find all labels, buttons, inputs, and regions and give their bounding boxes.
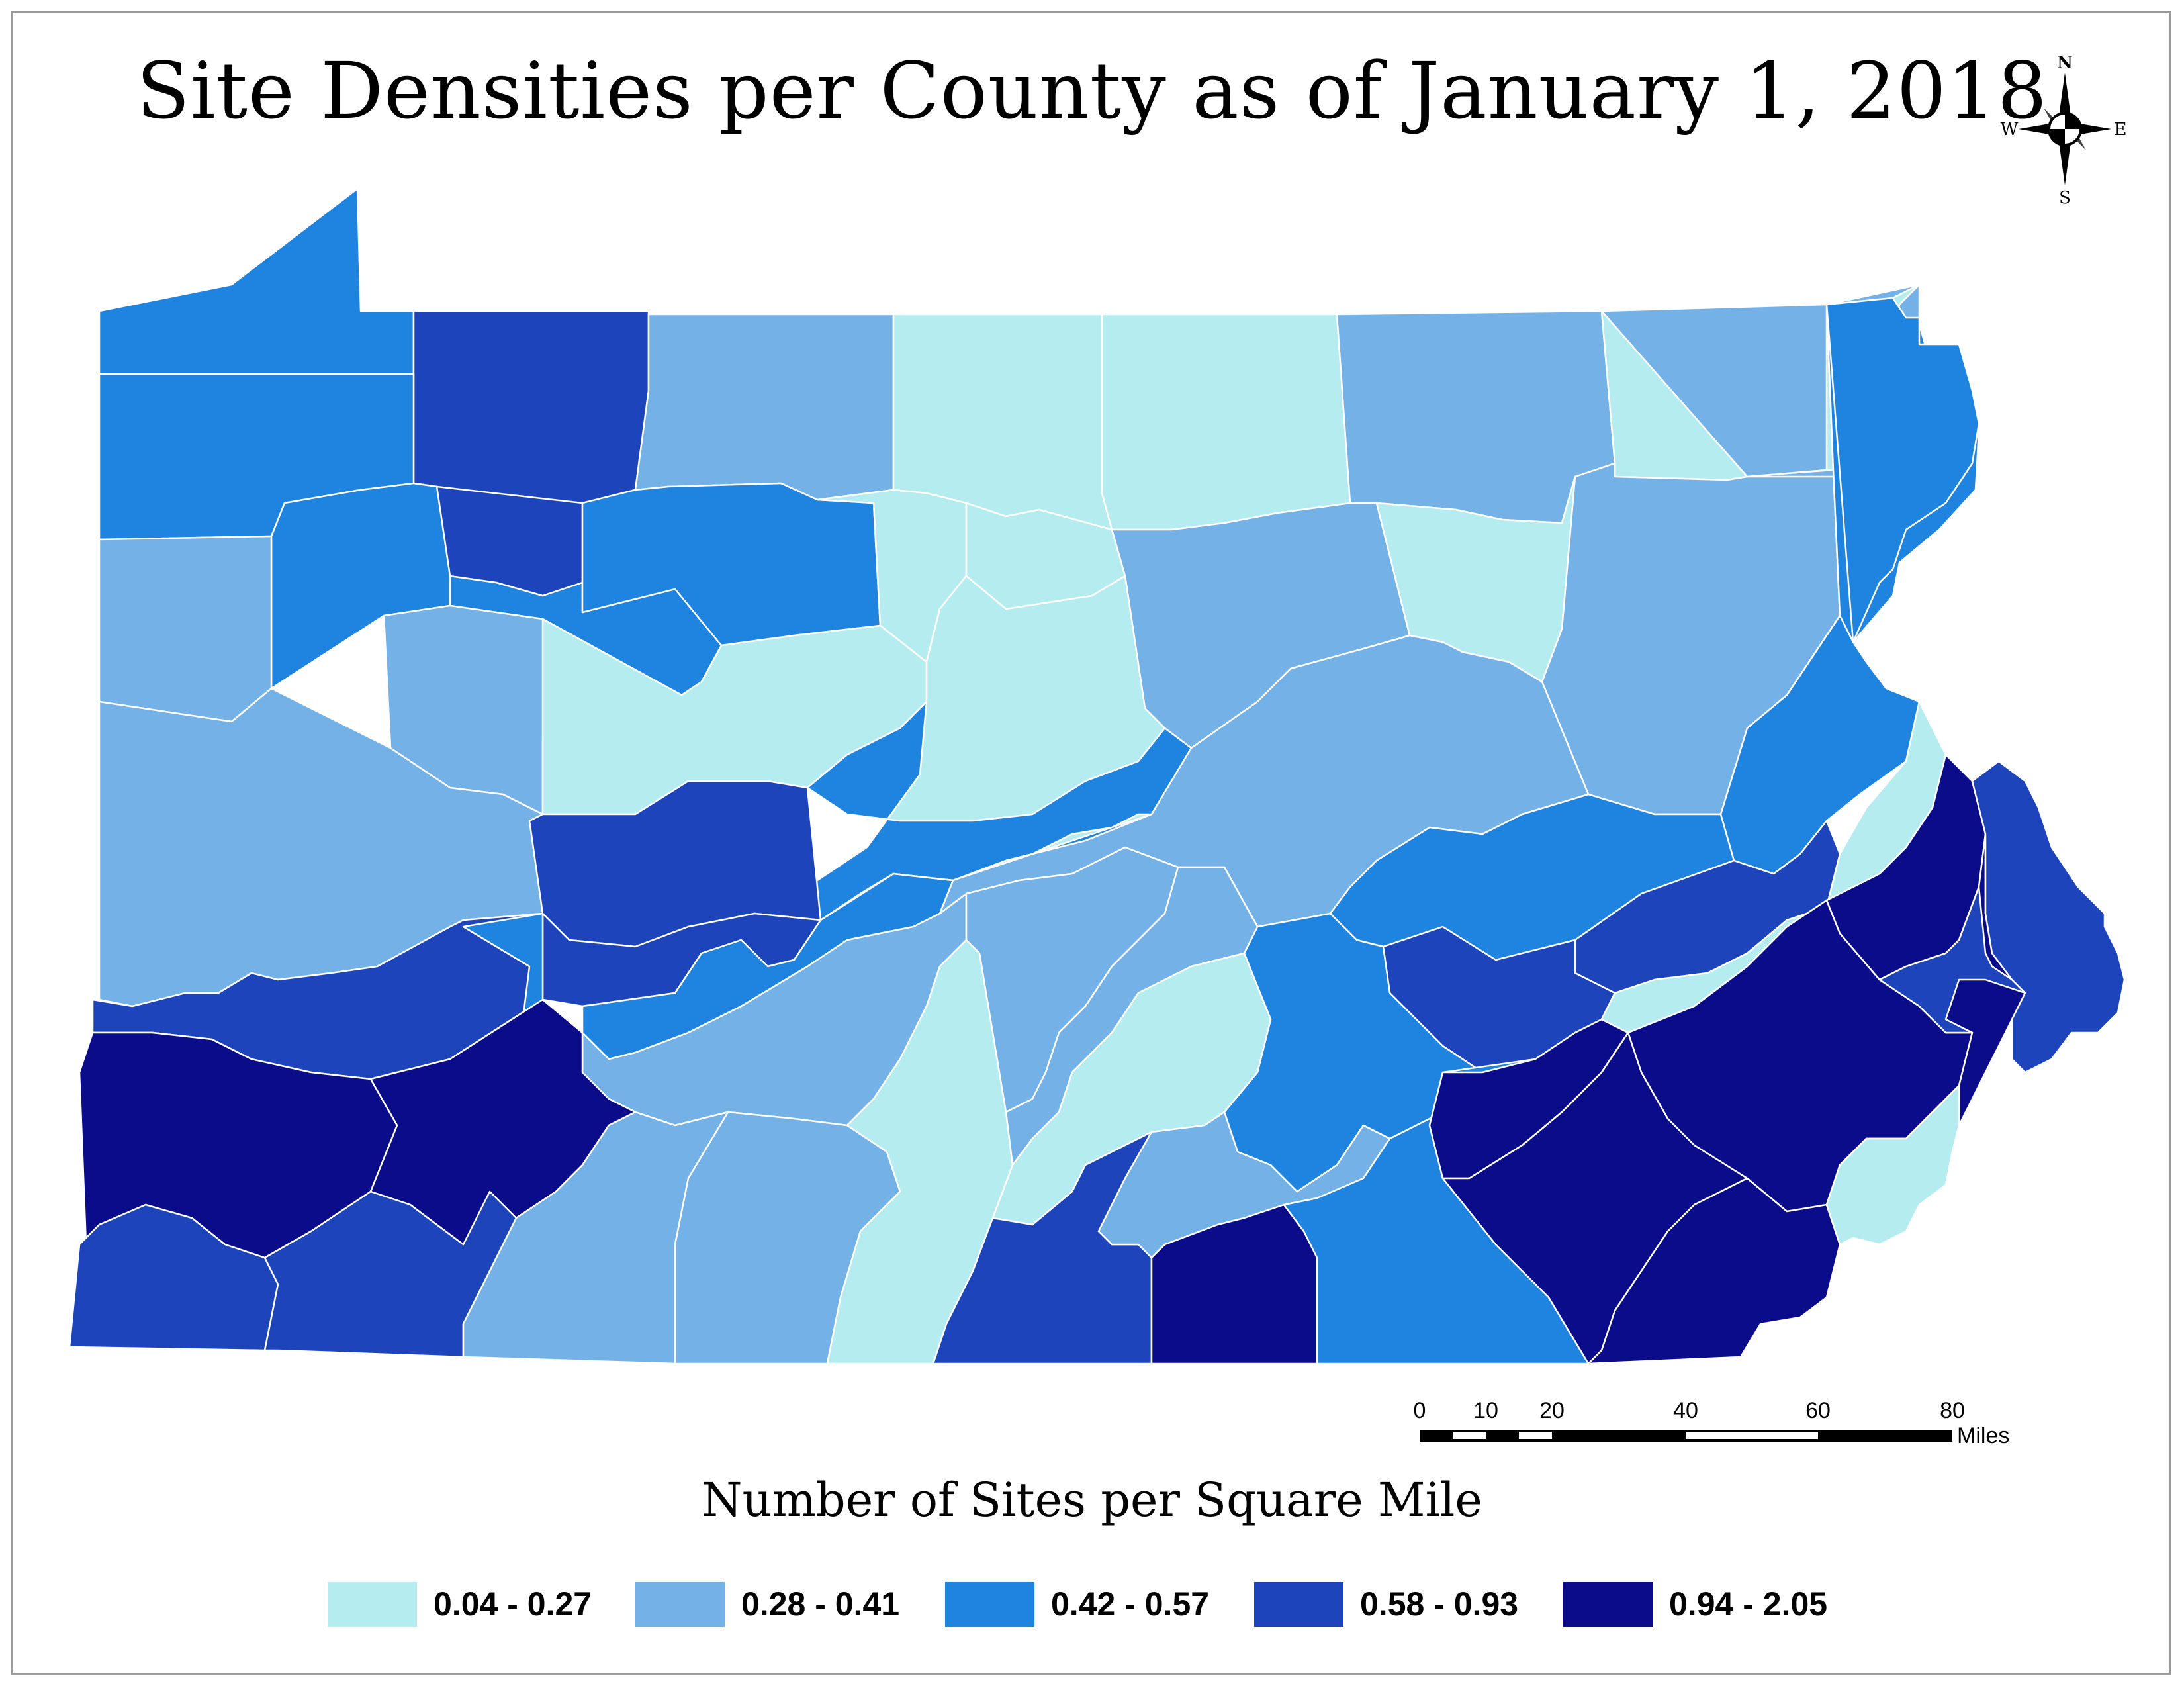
compass-w-label: W	[2001, 120, 2019, 140]
scale-tick-40: 40	[1673, 1398, 1698, 1423]
legend-title: Number of Sites per Square Mile	[702, 1473, 1482, 1527]
scale-tick-80: 80	[1940, 1398, 1965, 1423]
county-r21	[1600, 303, 1828, 478]
legend-swatch-class-2	[635, 1582, 725, 1627]
map-frame	[11, 11, 2171, 1675]
county-r66	[1971, 760, 2126, 1074]
legend-swatch-class-4	[1254, 1582, 1343, 1627]
county-r22	[1825, 297, 1980, 643]
scale-tick-20: 20	[1539, 1398, 1565, 1423]
county-r36	[952, 813, 1153, 882]
legend-swatch-class-1	[328, 1582, 417, 1627]
scale-units-label: Miles	[1957, 1423, 2009, 1448]
county-r23	[98, 535, 273, 723]
compass-e-label: E	[2115, 120, 2127, 140]
county-r67	[1825, 1084, 1960, 1246]
county-r05	[1101, 313, 1351, 531]
legend-label-class-5: 0.94 - 2.05	[1669, 1585, 1828, 1622]
county-r03	[634, 313, 895, 501]
map-title: Site Densities per County as of January …	[136, 45, 2048, 136]
compass-s-label: S	[2059, 188, 2071, 208]
county-regions	[68, 187, 2126, 1365]
compass-n-label: N	[2057, 53, 2073, 73]
legend-label-class-3: 0.42 - 0.57	[1051, 1585, 1210, 1622]
county-r65	[1878, 886, 2026, 1034]
scale-bar: 0 10 20 40 60 80 Miles	[1414, 1398, 2010, 1448]
scale-tick-0: 0	[1414, 1398, 1426, 1423]
legend-swatch-class-5	[1563, 1582, 1653, 1627]
legend-label-class-2: 0.28 - 0.41	[741, 1585, 900, 1622]
legend-label-class-4: 0.58 - 0.93	[1360, 1585, 1519, 1622]
county-r47	[68, 1203, 279, 1352]
scale-tick-10: 10	[1473, 1398, 1498, 1423]
legend-swatch-class-3	[945, 1582, 1034, 1627]
legend-label-class-1: 0.04 - 0.27	[433, 1585, 592, 1622]
compass-rose-icon: N S W E	[2001, 53, 2127, 208]
county-r01	[98, 187, 415, 375]
scale-tick-60: 60	[1805, 1398, 1831, 1423]
